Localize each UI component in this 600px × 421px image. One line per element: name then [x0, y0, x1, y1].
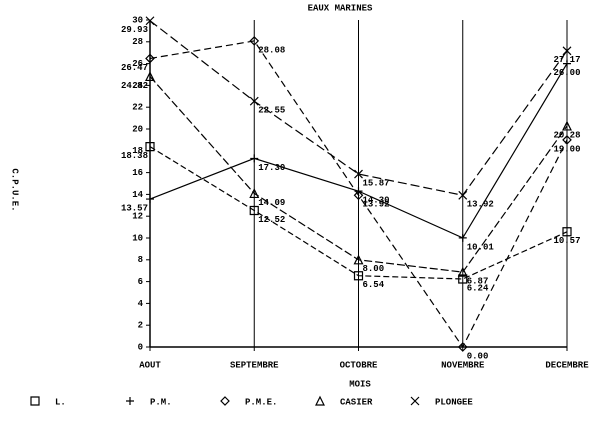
- y-tick-label: 10: [132, 233, 143, 243]
- point-marker: [562, 46, 572, 56]
- data-label: 22.55: [258, 106, 285, 116]
- point-marker: [562, 227, 572, 237]
- data-label: 6.87: [467, 276, 489, 286]
- y-tick-label: 18: [132, 146, 143, 156]
- y-tick-label: 8: [138, 255, 143, 265]
- data-label: 12.52: [258, 215, 285, 225]
- data-label: 15.87: [363, 178, 390, 188]
- data-label: 19.00: [553, 144, 580, 154]
- point-marker: [562, 135, 572, 145]
- legend-label: PLONGEE: [435, 397, 473, 407]
- point-marker: [457, 266, 468, 277]
- point-marker: [145, 53, 155, 64]
- y-tick-label: 2: [138, 321, 143, 331]
- point-marker: [562, 120, 572, 131]
- point-marker: [146, 195, 154, 204]
- point-marker: [145, 142, 155, 152]
- data-label: 14.09: [258, 198, 285, 208]
- point-marker: [250, 154, 259, 163]
- y-tick-label: 12: [132, 212, 143, 222]
- point-marker: [458, 233, 467, 242]
- point-marker: [354, 169, 363, 179]
- data-label: 24.82: [121, 81, 148, 91]
- data-label: 13.92: [363, 200, 390, 210]
- y-tick-label: 30: [132, 15, 143, 25]
- legend-marker: [126, 397, 134, 405]
- y-tick-label: 24: [132, 81, 143, 91]
- series-line: [149, 40, 568, 349]
- legend-label: P.M.: [150, 397, 172, 407]
- point-marker: [249, 96, 259, 106]
- y-axis-label: C.P.U.E.: [10, 168, 20, 211]
- point-marker: [145, 71, 155, 82]
- point-marker: [353, 271, 364, 281]
- series-line: [149, 20, 568, 196]
- x-tick-label: DECEMBRE: [545, 360, 589, 370]
- data-label: 26.00: [553, 68, 580, 78]
- data-label: 13.92: [467, 200, 494, 210]
- data-label: 13.57: [121, 203, 148, 213]
- y-tick-label: 6: [138, 277, 143, 287]
- data-label: 20.28: [553, 130, 580, 140]
- point-marker: [563, 59, 571, 68]
- legend-marker: [220, 396, 230, 406]
- data-label: 6.54: [363, 280, 385, 290]
- point-marker: [249, 205, 259, 216]
- data-label: 10.01: [467, 242, 495, 252]
- point-marker: [458, 190, 468, 200]
- series-line: [149, 76, 568, 273]
- y-tick-label: 26: [132, 59, 143, 69]
- y-tick-label: 16: [132, 168, 143, 178]
- data-label: 6.24: [467, 283, 489, 293]
- point-marker: [249, 36, 260, 46]
- y-tick-label: 4: [138, 299, 144, 309]
- legend-marker: [315, 395, 325, 406]
- data-label: 18.38: [121, 151, 148, 161]
- data-label: 8.00: [363, 264, 385, 274]
- legend-marker: [30, 396, 40, 406]
- y-tick-label: 0: [138, 342, 143, 352]
- data-label: 17.30: [258, 163, 285, 173]
- x-tick-label: AOUT: [139, 360, 161, 370]
- x-tick-label: NOVEMBRE: [441, 360, 485, 370]
- y-tick-label: 28: [132, 37, 143, 47]
- data-label: 27.17: [553, 55, 580, 65]
- series-line: [149, 146, 568, 280]
- data-label: 0.00: [467, 351, 489, 361]
- legend-label: L.: [55, 397, 66, 407]
- point-marker: [458, 274, 468, 284]
- y-tick-label: 20: [132, 124, 143, 134]
- legend-label: P.M.E.: [245, 397, 277, 407]
- data-label: 14.30: [363, 196, 390, 206]
- point-marker: [353, 254, 364, 265]
- data-label: 10.57: [553, 236, 580, 246]
- x-axis-label: MOIS: [349, 379, 371, 389]
- data-label: 29.93: [121, 25, 148, 35]
- point-marker: [457, 342, 468, 352]
- chart-title: EAUX MARINES: [308, 3, 373, 13]
- point-marker: [353, 190, 364, 201]
- point-marker: [145, 16, 155, 26]
- x-tick-label: OCTOBRE: [340, 360, 378, 370]
- legend-marker: [410, 396, 420, 406]
- y-tick-label: 14: [132, 190, 143, 200]
- point-marker: [249, 188, 260, 199]
- y-tick-label: 22: [132, 103, 143, 113]
- legend-label: CASIER: [340, 397, 373, 407]
- data-label: 26.47: [121, 63, 148, 73]
- x-tick-label: SEPTEMBRE: [230, 360, 279, 370]
- data-label: 28.08: [258, 45, 285, 55]
